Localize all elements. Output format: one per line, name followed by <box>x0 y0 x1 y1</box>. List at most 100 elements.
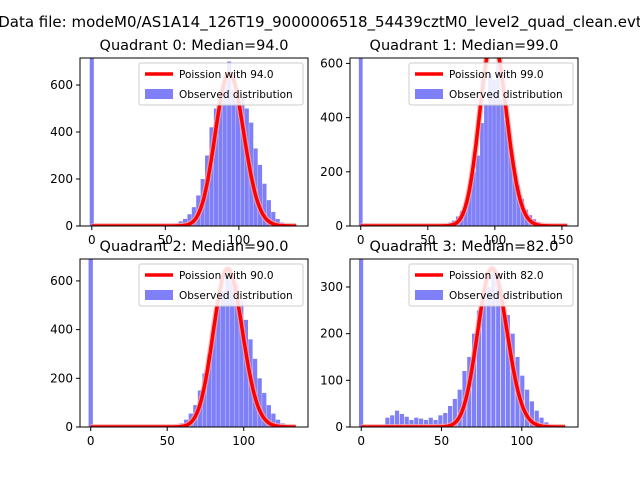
plot-area <box>89 58 298 226</box>
legend-label-observed: Observed distribution <box>179 89 293 101</box>
hist-bar <box>476 155 480 226</box>
legend: Poission with 94.0 Observed distribution <box>138 62 304 106</box>
hist-bar <box>525 389 530 427</box>
hist-bar <box>404 416 409 427</box>
quadrant-0-panel: 0 50 100 0 200 400 600 Quadrant 0: Median=94.0 P… <box>50 38 309 247</box>
hist-bar <box>516 185 521 226</box>
hist-bar <box>457 389 462 427</box>
hist-bar <box>262 183 267 226</box>
hist-bar <box>472 333 477 427</box>
quadrant-title: Quadrant 1: Median=99.0 <box>370 38 559 54</box>
legend-label-observed: Observed distribution <box>449 89 563 101</box>
poisson-curve <box>90 266 296 427</box>
hist-bar <box>231 89 236 226</box>
hist-bar <box>266 200 271 226</box>
hist-bar <box>209 127 214 226</box>
y-tick-label: 600 <box>50 78 73 92</box>
hist-bar <box>240 94 245 226</box>
hist-bar <box>480 123 484 226</box>
poisson-curve <box>360 58 568 226</box>
x-tick-label: 50 <box>434 434 449 448</box>
hist-bar <box>500 296 506 427</box>
x-tick-label: 50 <box>420 233 435 247</box>
hist-bar <box>414 417 419 427</box>
hist-bar <box>409 420 414 427</box>
hist-bar <box>262 392 267 427</box>
hist-bar <box>419 418 424 427</box>
x-tick-label: 100 <box>227 233 250 247</box>
hist-bar <box>202 373 207 427</box>
hist-bar <box>220 290 226 427</box>
hist-bar <box>452 399 457 427</box>
legend-label-observed: Observed distribution <box>179 290 293 302</box>
hist-bar-zero <box>88 259 93 427</box>
x-tick-label: 0 <box>357 233 365 247</box>
y-tick-label: 400 <box>320 111 343 125</box>
legend-label-observed: Observed distribution <box>449 290 563 302</box>
hist-bar <box>235 89 241 226</box>
legend-box <box>138 62 304 106</box>
hist-bar <box>234 283 239 427</box>
hist-bar <box>539 417 544 427</box>
y-tick-label: 0 <box>335 420 343 434</box>
hist-bar <box>243 319 249 427</box>
hist-bar <box>423 420 429 427</box>
quadrant-title: Quadrant 2: Median=90.0 <box>100 239 289 255</box>
x-tick-label: 100 <box>510 434 533 448</box>
x-tick-label: 150 <box>550 233 573 247</box>
legend-box <box>408 62 574 106</box>
y-tick-label: 100 <box>320 373 343 387</box>
legend-box <box>138 263 304 307</box>
hist-bar <box>229 276 235 427</box>
y-tick-label: 400 <box>50 323 73 337</box>
hist-bar <box>512 166 517 226</box>
hist-bar <box>486 287 491 427</box>
quadrant-3-panel: 0 50 100 0 100 200 300 Quadrant 3: Median=82.0 P… <box>320 239 579 448</box>
axes-frame <box>79 57 309 227</box>
quadrant-1-panel: 0 50 100 150 0 200 400 600 Quadrant 1: Median=99… <box>320 38 579 247</box>
hist-bar <box>481 291 486 427</box>
hist-bar-zero <box>89 58 94 226</box>
hist-bar <box>496 63 500 226</box>
legend-label-poisson: Poission with 94.0 <box>179 69 274 81</box>
hist-bar <box>428 417 433 427</box>
legend: Poission with 99.0 Observed distribution <box>408 62 574 106</box>
legend: Poission with 82.0 Observed distribution <box>408 263 574 307</box>
axes-frame <box>349 258 579 428</box>
y-tick-label: 600 <box>50 274 73 288</box>
legend-label-poisson: Poission with 90.0 <box>179 270 274 282</box>
plot-area <box>88 259 298 427</box>
y-tick-label: 600 <box>320 56 343 70</box>
hist-bar <box>468 185 472 226</box>
hist-bar <box>225 268 230 427</box>
y-tick-label: 0 <box>335 219 343 233</box>
hist-bar <box>484 104 488 226</box>
hist-bar <box>222 75 227 226</box>
hist-bar <box>266 405 271 427</box>
hist-bar <box>438 415 443 427</box>
hist-bar <box>390 415 395 427</box>
hist-bar <box>433 420 438 427</box>
y-tick-label: 0 <box>65 420 73 434</box>
quadrant-2-panel: 0 50 100 0 200 400 600 Quadrant 2: Median=90.0 P… <box>50 239 309 448</box>
hist-bar <box>472 171 476 226</box>
x-tick-label: 50 <box>160 434 175 448</box>
axes-frame <box>79 258 309 428</box>
hist-bar <box>211 324 216 427</box>
hist-bar <box>500 98 504 226</box>
hist-bar <box>216 305 221 427</box>
x-tick-label: 0 <box>87 434 95 448</box>
hist-bar <box>447 406 453 427</box>
legend-label-poisson: Poission with 99.0 <box>449 69 544 81</box>
hist-bar <box>218 103 223 226</box>
figure-suptitle: Data file: modeM0/AS1A14_126T19_90000065… <box>0 13 640 32</box>
hist-bar <box>476 310 482 427</box>
hist-bar-zero <box>358 259 364 427</box>
x-tick-label: 50 <box>158 233 173 247</box>
axes-frame <box>349 57 579 227</box>
y-tick-label: 200 <box>50 172 73 186</box>
y-tick-label: 0 <box>65 219 73 233</box>
hist-bar <box>399 413 404 427</box>
legend-box <box>408 263 574 307</box>
